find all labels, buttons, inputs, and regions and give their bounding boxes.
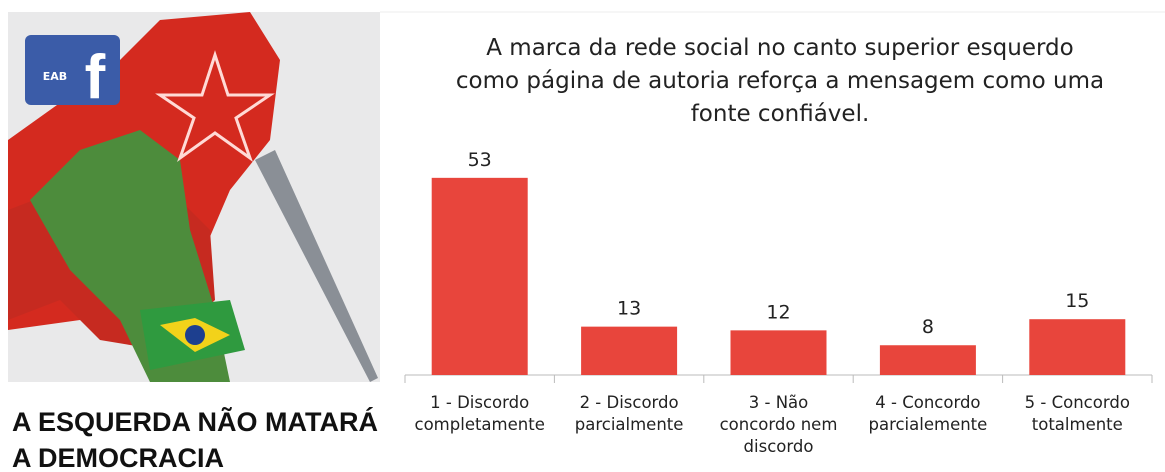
value-label: 53	[468, 149, 492, 171]
bar	[431, 177, 528, 375]
x-tick-label: 2 - Discordo parcialmente	[574, 393, 684, 434]
x-tick-label: 5 - Concordo totalmente	[1024, 393, 1130, 434]
bar	[730, 330, 827, 375]
image-caption: A ESQUERDA NÃO MATARÁ A DEMOCRACIA	[12, 407, 378, 472]
x-tick-label: 4 - Concordo parcialemente	[868, 393, 988, 434]
bar	[581, 326, 678, 375]
chart: 53 13 12 8 15	[404, 149, 1153, 383]
logo-letter: f	[85, 43, 106, 112]
chart-title: A marca da rede social no canto superior…	[455, 35, 1105, 127]
value-label: 12	[766, 301, 790, 323]
value-label: 8	[922, 316, 934, 338]
illustration: EAB f	[8, 12, 380, 382]
value-label: 13	[617, 298, 641, 320]
value-label: 15	[1065, 290, 1089, 312]
x-tick-label: 3 - Não concordo nem discordo	[719, 393, 838, 456]
bar	[1029, 319, 1126, 375]
logo-text: EAB	[43, 70, 67, 83]
x-tick-label: 1 - Discordo completamente	[414, 393, 545, 434]
bar	[879, 345, 976, 375]
